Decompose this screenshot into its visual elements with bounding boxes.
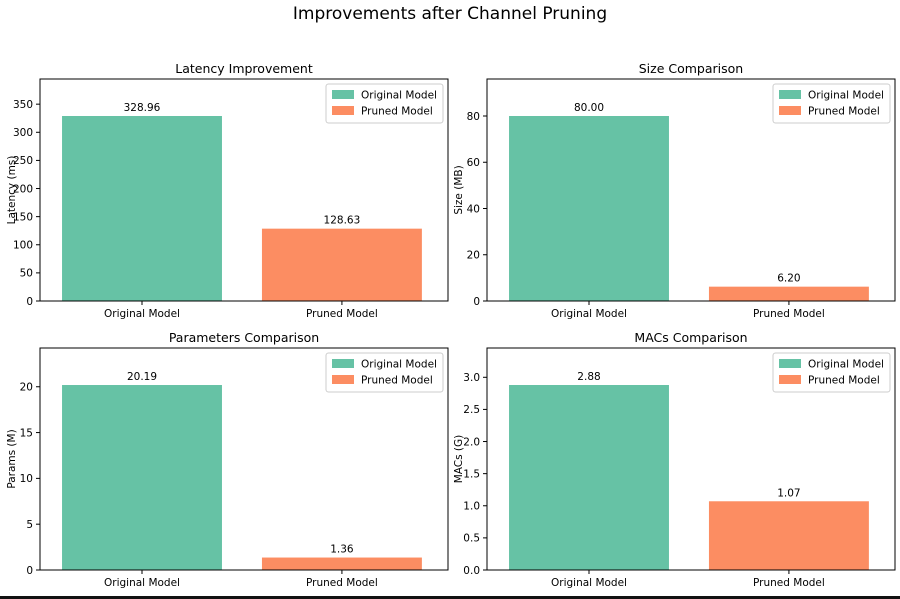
bar-pruned-model xyxy=(261,228,422,301)
y-tick-label: 60 xyxy=(467,157,480,169)
x-tick-label: Pruned Model xyxy=(753,577,825,589)
x-tick-label: Original Model xyxy=(551,577,627,589)
legend-swatch-pruned-model xyxy=(779,375,801,384)
y-tick-label: 0 xyxy=(26,565,33,577)
x-tick-label: Original Model xyxy=(551,308,627,320)
y-tick-label: 350 xyxy=(13,99,33,111)
y-tick-label: 2.0 xyxy=(463,436,480,448)
x-tick-label: Original Model xyxy=(104,577,180,589)
legend-swatch-original-model xyxy=(332,359,354,368)
legend-label: Pruned Model xyxy=(361,375,433,387)
y-tick-label: 20 xyxy=(467,250,480,262)
y-axis-label: Latency (ms) xyxy=(6,156,18,225)
y-tick-label: 1.5 xyxy=(463,468,480,480)
bar-pruned-model xyxy=(708,501,869,570)
bar-value-label: 128.63 xyxy=(324,215,361,227)
y-tick-label: 5 xyxy=(26,519,33,531)
legend-swatch-pruned-model xyxy=(779,106,801,115)
bar-value-label: 20.19 xyxy=(127,371,157,383)
legend-swatch-pruned-model xyxy=(332,375,354,384)
legend-swatch-pruned-model xyxy=(332,106,354,115)
bar-value-label: 1.36 xyxy=(330,544,354,556)
legend-label: Pruned Model xyxy=(808,106,880,118)
figure-title: Improvements after Channel Pruning xyxy=(293,4,607,24)
legend-label: Original Model xyxy=(808,359,884,371)
chart-title: Latency Improvement xyxy=(175,61,313,76)
y-tick-label: 0.0 xyxy=(463,565,480,577)
y-axis-label: Params (M) xyxy=(6,429,18,488)
axes-frame xyxy=(39,347,449,571)
y-tick-label: 1.0 xyxy=(463,501,480,513)
bar-pruned-model xyxy=(261,557,422,570)
y-tick-label: 40 xyxy=(467,203,480,215)
axes-frame xyxy=(486,78,896,302)
legend-swatch-original-model xyxy=(779,90,801,99)
chart-title: Size Comparison xyxy=(639,61,743,76)
legend-label: Original Model xyxy=(361,359,437,371)
x-tick-label: Original Model xyxy=(104,308,180,320)
y-axis-label: Size (MB) xyxy=(453,165,465,214)
bottom-border xyxy=(0,596,900,599)
y-tick-label: 150 xyxy=(13,211,33,223)
y-tick-label: 50 xyxy=(20,268,33,280)
bar-value-label: 2.88 xyxy=(577,371,600,383)
x-tick-label: Pruned Model xyxy=(753,308,825,320)
bar-pruned-model xyxy=(708,286,869,301)
bar-value-label: 1.07 xyxy=(777,487,800,499)
bar-value-label: 80.00 xyxy=(574,102,604,114)
x-tick-label: Pruned Model xyxy=(306,577,378,589)
y-axis-label: MACs (G) xyxy=(453,435,465,484)
chart-title: MACs Comparison xyxy=(634,330,747,345)
bar-original-model xyxy=(62,115,222,302)
y-tick-label: 250 xyxy=(13,155,33,167)
y-tick-label: 0 xyxy=(473,296,480,308)
y-tick-label: 80 xyxy=(467,111,480,123)
bar-value-label: 328.96 xyxy=(124,102,161,114)
axes-frame xyxy=(39,78,449,302)
legend-box xyxy=(325,352,444,393)
axes-frame xyxy=(486,347,896,571)
legend-box xyxy=(772,352,891,393)
legend-swatch-original-model xyxy=(779,359,801,368)
x-tick-label: Pruned Model xyxy=(306,308,378,320)
legend-label: Original Model xyxy=(361,90,437,102)
y-tick-label: 300 xyxy=(13,127,33,139)
chart-title: Parameters Comparison xyxy=(169,330,319,345)
bar-original-model xyxy=(62,385,222,570)
y-tick-label: 100 xyxy=(13,240,33,252)
bar-original-model xyxy=(509,385,669,570)
bar-value-label: 6.20 xyxy=(777,273,800,285)
legend-box xyxy=(772,83,891,124)
bar-original-model xyxy=(509,116,669,301)
y-tick-label: 20 xyxy=(20,382,33,394)
y-tick-label: 15 xyxy=(20,427,33,439)
y-tick-label: 0 xyxy=(26,296,33,308)
y-tick-label: 10 xyxy=(20,473,33,485)
y-tick-label: 200 xyxy=(13,183,33,195)
legend-swatch-original-model xyxy=(332,90,354,99)
legend-label: Pruned Model xyxy=(361,106,433,118)
legend-box xyxy=(325,83,444,124)
legend-label: Pruned Model xyxy=(808,375,880,387)
y-tick-label: 2.5 xyxy=(463,404,480,416)
y-tick-label: 3.0 xyxy=(463,372,480,384)
y-tick-label: 0.5 xyxy=(463,533,480,545)
legend-label: Original Model xyxy=(808,90,884,102)
